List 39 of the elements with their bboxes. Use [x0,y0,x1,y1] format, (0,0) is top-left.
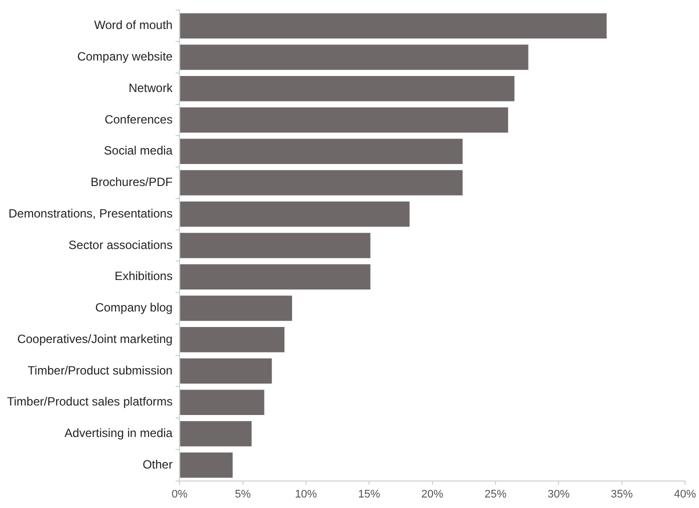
y-tick-label: Company website [77,50,173,64]
y-tick-label: Advertising in media [64,426,173,440]
bar [180,107,508,133]
bar [180,326,284,352]
bar [180,264,370,290]
bar [180,13,607,39]
bar [180,201,410,227]
y-tick-label: Cooperatives/Joint marketing [17,332,173,346]
x-tick-label: 0% [172,488,188,500]
x-tick-label: 20% [421,488,444,500]
y-tick-label: Social media [104,144,173,158]
x-tick-label: 30% [548,488,570,500]
y-tick-label: Demonstrations, Presentations [8,206,173,220]
y-tick-label: Exhibitions [114,269,173,284]
x-tick-label: 10% [294,488,318,500]
bar [180,358,272,384]
bar [180,390,264,416]
y-tick-label: Sector associations [68,238,173,252]
x-tick-label: 5% [234,488,251,500]
y-tick-label: Timber/Product sales platforms [7,394,173,409]
bar [180,44,528,70]
bar [180,296,292,321]
y-tick-label: Other [142,457,173,472]
y-tick-label: Word of mouth [94,18,173,32]
x-tick-label: 15% [358,488,380,500]
y-tick-label: Brochures/PDF [90,175,173,190]
bar [180,452,233,478]
x-tick-label: 40% [674,488,696,500]
y-tick-label: Timber/Product submission [28,363,173,378]
y-tick-label: Conferences [104,112,173,126]
x-tick-label: 25% [484,488,507,500]
x-tick-label: 35% [610,488,634,500]
bar [180,232,370,258]
bar [180,76,514,102]
bar [180,170,463,196]
y-tick-label: Network [128,80,174,95]
bar [180,138,463,164]
y-tick-label: Company blog [95,300,173,315]
bar [180,421,252,446]
